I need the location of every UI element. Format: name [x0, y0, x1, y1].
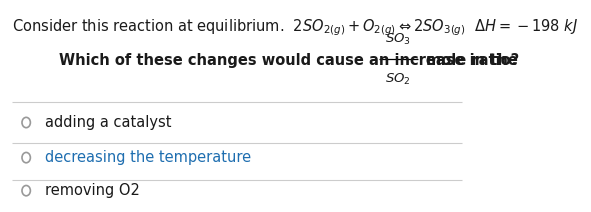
Text: Which of these changes would cause an increase in the: Which of these changes would cause an in…	[59, 53, 518, 68]
Text: removing O2: removing O2	[45, 183, 140, 198]
Text: mole ratio?: mole ratio?	[427, 53, 519, 68]
Text: decreasing the temperature: decreasing the temperature	[45, 150, 251, 165]
Text: $SO_3$: $SO_3$	[385, 32, 411, 47]
Text: adding a catalyst: adding a catalyst	[45, 115, 171, 130]
Text: Consider this reaction at equilibrium.  $2SO_{2(g)} + O_{2(g)} \Leftrightarrow 2: Consider this reaction at equilibrium. $…	[12, 17, 579, 38]
Text: $SO_2$: $SO_2$	[385, 72, 411, 87]
